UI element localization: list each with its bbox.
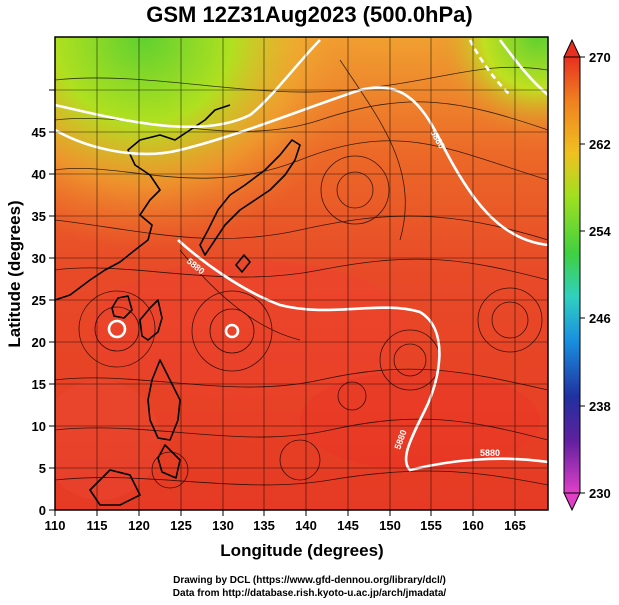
- x-tick-label: 160: [462, 518, 484, 533]
- x-axis-label: Longitude (degrees): [220, 541, 383, 560]
- colorbar-tick-label: 238: [589, 399, 611, 414]
- credit-line-data: Data from http://database.rish.kyoto-u.a…: [172, 588, 447, 599]
- colorbar-tick-label: 262: [589, 137, 611, 152]
- x-tick-label: 140: [295, 518, 317, 533]
- y-tick-label: 0: [39, 503, 46, 518]
- credit-line-dcl: Drawing by DCL (https://www.gfd-dennou.o…: [173, 575, 446, 586]
- colorbar-tick-label: 246: [589, 311, 611, 326]
- x-tick-label: 130: [212, 518, 234, 533]
- x-tick-label: 155: [420, 518, 442, 533]
- plot-frame: [54, 36, 549, 511]
- y-tick-label: 40: [32, 167, 46, 182]
- y-tick-label: 10: [32, 419, 46, 434]
- x-tick-label: 125: [170, 518, 192, 533]
- colorbar-tick-label: 270: [589, 50, 611, 65]
- x-tick-label: 135: [253, 518, 275, 533]
- contour-label: 5880: [480, 448, 500, 458]
- x-axis: [54, 510, 516, 516]
- colorbar-tick-label: 230: [589, 486, 611, 501]
- y-tick-label: 20: [32, 335, 46, 350]
- y-tick-label: 35: [32, 209, 46, 224]
- y-tick-label: 5: [39, 461, 46, 476]
- x-tick-label: 165: [504, 518, 526, 533]
- coastlines: [55, 104, 301, 506]
- y-axis-label: Latitude (degrees): [5, 200, 24, 347]
- y-tick-label: 15: [32, 377, 46, 392]
- y-axis: [49, 89, 55, 511]
- colorbar-tick-label: 254: [589, 224, 611, 239]
- grid: [55, 37, 548, 510]
- chart-title: GSM 12Z31Aug2023 (500.0hPa): [146, 2, 473, 27]
- x-tick-label: 145: [337, 518, 359, 533]
- credits: Drawing by DCL (https://www.gfd-dennou.o…: [0, 574, 619, 600]
- x-tick-label: 110: [45, 518, 66, 533]
- y-tick-label: 30: [32, 251, 46, 266]
- colorbar: 270 262 254 246 238 230: [563, 38, 611, 512]
- x-tick-label: 115: [87, 518, 108, 533]
- x-tick-label: 150: [379, 518, 401, 533]
- y-tick-label: 45: [32, 125, 46, 140]
- y-tick-label: 25: [32, 293, 46, 308]
- x-tick-label: 120: [128, 518, 150, 533]
